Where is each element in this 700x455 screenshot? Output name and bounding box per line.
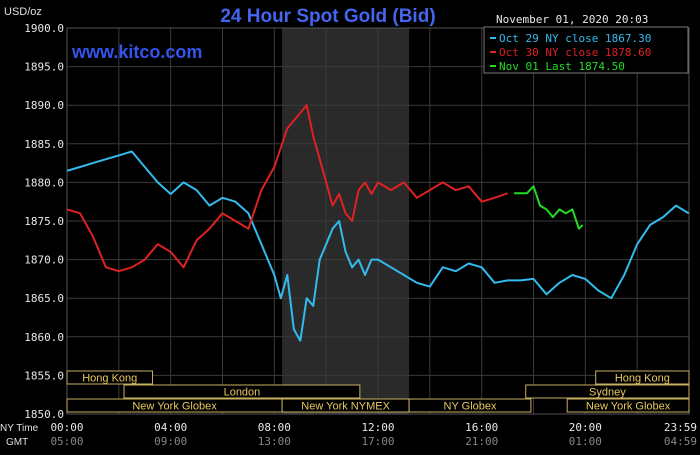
x-tick-label-ny: 12:00 xyxy=(361,421,394,434)
y-axis-unit: USD/oz xyxy=(4,6,42,18)
chart-title: 24 Hour Spot Gold (Bid) xyxy=(220,6,435,27)
y-tick-label: 1880.0 xyxy=(24,176,64,189)
y-tick-label: 1870.0 xyxy=(24,254,64,267)
grid-layer xyxy=(66,27,690,415)
x-tick-label-gmt: 09:00 xyxy=(154,435,187,448)
session-bands: Hong Kong Hong Kong London Sydney New York G… xyxy=(66,370,690,413)
x-tick-label-ny: 16:00 xyxy=(465,421,498,434)
x-tick-label-gmt: 04:59 xyxy=(664,435,697,448)
series-layer xyxy=(66,104,690,342)
session-band-label: NY Globex xyxy=(444,401,497,413)
y-tick-label: 1885.0 xyxy=(24,138,64,151)
x-axis-label-gmt: GMT xyxy=(6,437,28,448)
session-band-label: London xyxy=(224,387,261,399)
session-band xyxy=(595,370,690,385)
x-axis-label-ny: NY Time xyxy=(0,423,39,434)
legend-entry-2: Oct 30 NY close 1878.60 xyxy=(499,46,651,59)
y-tick-label: 1875.0 xyxy=(24,215,64,228)
x-tick-label-ny: 20:00 xyxy=(569,421,602,434)
session-band-label: New York Globex xyxy=(586,401,671,413)
session-band-label: New York Globex xyxy=(132,401,217,413)
x-tick-label-gmt: 17:00 xyxy=(361,435,394,448)
y-tick-label: 1900.0 xyxy=(24,22,64,35)
y-tick-label: 1895.0 xyxy=(24,61,64,74)
session-band xyxy=(123,384,361,399)
x-tick-label-gmt: 13:00 xyxy=(258,435,291,448)
session-band xyxy=(525,384,690,399)
series-line-3 xyxy=(514,185,584,230)
session-band-label: New York NYMEX xyxy=(301,401,390,413)
series-line-1 xyxy=(66,150,690,342)
y-tick-label: 1855.0 xyxy=(24,369,64,382)
session-band-label: Hong Kong xyxy=(82,373,137,385)
y-tick-label: 1860.0 xyxy=(24,331,64,344)
legend-box xyxy=(483,26,689,74)
y-tick-label: 1865.0 xyxy=(24,292,64,305)
x-tick-label-gmt: 21:00 xyxy=(465,435,498,448)
x-tick-label-gmt: 05:00 xyxy=(50,435,83,448)
session-band-label: Hong Kong xyxy=(615,373,670,385)
y-tick-label: 1850.0 xyxy=(24,408,64,421)
plot-frame xyxy=(66,27,690,415)
axis-layer: 1900.0 1895.0 1890.0 1885.0 1880.0 1875.0 1870… xyxy=(24,22,697,448)
x-tick-label-ny: 23:59 xyxy=(664,421,697,434)
session-band xyxy=(66,370,154,385)
session-band-label: Sydney xyxy=(589,387,626,399)
x-tick-label-ny: 00:00 xyxy=(50,421,83,434)
y-tick-label: 1890.0 xyxy=(24,99,64,112)
x-tick-label-ny: 04:00 xyxy=(154,421,187,434)
timestamp: November 01, 2020 20:03 xyxy=(496,13,648,26)
watermark: www.kitco.com xyxy=(71,42,202,62)
x-tick-label-ny: 08:00 xyxy=(258,421,291,434)
legend-entry-3: Nov 01 Last 1874.50 xyxy=(499,60,625,73)
series-line-2 xyxy=(66,104,508,273)
session-band xyxy=(566,398,690,413)
x-tick-label-gmt: 01:00 xyxy=(569,435,602,448)
legend-entry-1: Oct 29 NY close 1867.30 xyxy=(499,32,651,45)
session-band xyxy=(408,398,532,413)
